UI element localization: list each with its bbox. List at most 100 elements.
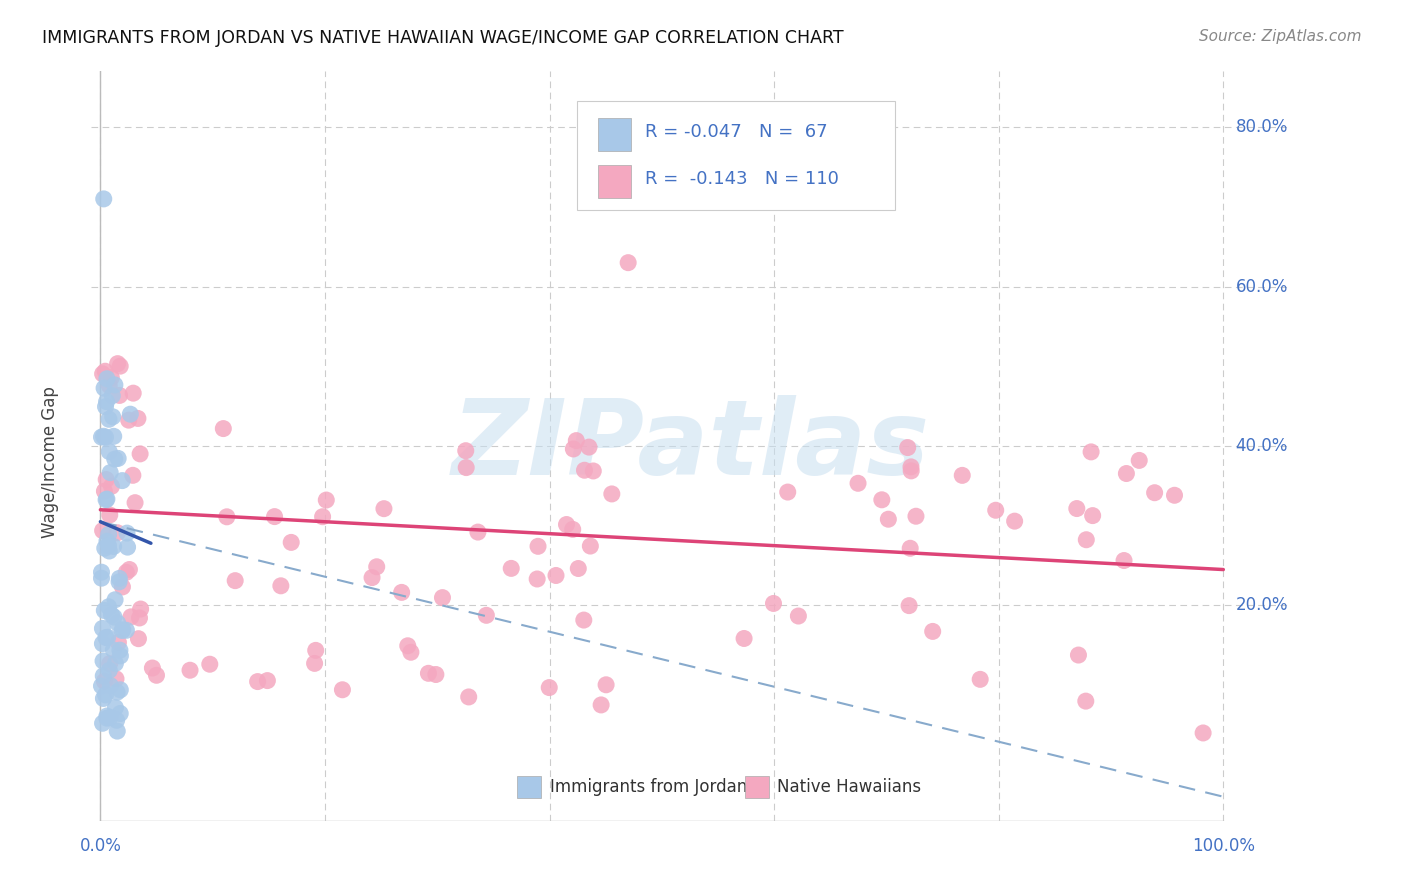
Point	[101, 389, 124, 403]
Point	[93, 484, 115, 499]
Point	[94, 364, 117, 378]
Point	[93, 691, 115, 706]
Point	[96, 394, 118, 409]
Point	[1080, 445, 1102, 459]
Point	[108, 388, 131, 402]
Point	[94, 688, 117, 702]
Point	[127, 411, 149, 425]
Point	[105, 714, 128, 728]
Point	[526, 572, 548, 586]
Bar	[517, 776, 541, 798]
Point	[90, 679, 112, 693]
Point	[111, 580, 134, 594]
Point	[97, 412, 120, 426]
Point	[107, 635, 129, 649]
Point	[127, 632, 149, 646]
Point	[617, 255, 640, 269]
Point	[456, 460, 478, 475]
Point	[538, 681, 561, 695]
Point	[93, 429, 115, 443]
Point	[897, 441, 920, 455]
Point	[93, 381, 115, 395]
Point	[501, 561, 523, 575]
Point	[98, 663, 121, 677]
Point	[97, 538, 120, 552]
Text: 100.0%: 100.0%	[1192, 837, 1254, 855]
Point	[107, 357, 129, 371]
Point	[396, 639, 419, 653]
Point	[141, 661, 163, 675]
Point	[467, 524, 489, 539]
Point	[94, 541, 117, 556]
Point	[846, 476, 869, 491]
Point	[105, 724, 128, 739]
Point	[898, 541, 921, 556]
Text: Native Hawaiians: Native Hawaiians	[778, 778, 921, 796]
Text: ZIPatlas: ZIPatlas	[451, 395, 931, 497]
Point	[984, 503, 1007, 517]
Point	[373, 501, 395, 516]
Text: Wage/Income Gap: Wage/Income Gap	[41, 386, 59, 538]
Point	[96, 709, 118, 723]
Point	[104, 378, 127, 392]
Point	[104, 700, 127, 714]
Text: 60.0%: 60.0%	[1236, 277, 1288, 295]
Point	[91, 654, 114, 668]
Text: Source: ZipAtlas.com: Source: ZipAtlas.com	[1198, 29, 1361, 44]
Point	[198, 657, 221, 672]
Point	[950, 468, 973, 483]
Point	[129, 602, 152, 616]
Text: 40.0%: 40.0%	[1236, 437, 1288, 455]
Point	[454, 443, 477, 458]
Point	[1074, 694, 1097, 708]
Point	[1076, 533, 1098, 547]
Point	[900, 459, 922, 474]
Point	[110, 706, 132, 721]
Point	[111, 623, 134, 637]
Point	[595, 678, 617, 692]
Point	[904, 509, 927, 524]
Point	[98, 378, 121, 392]
Point	[457, 690, 479, 704]
Point	[96, 473, 118, 487]
Point	[224, 574, 246, 588]
Point	[97, 527, 120, 541]
Point	[1163, 488, 1185, 502]
Point	[98, 508, 121, 522]
Point	[91, 524, 114, 538]
Point	[555, 517, 578, 532]
Point	[105, 672, 128, 686]
Point	[733, 632, 755, 646]
Point	[110, 648, 132, 663]
Point	[969, 673, 991, 687]
Point	[425, 667, 447, 681]
Point	[315, 493, 337, 508]
Point	[578, 440, 600, 454]
Point	[111, 624, 134, 638]
Point	[305, 643, 328, 657]
Point	[332, 682, 354, 697]
Point	[118, 413, 141, 427]
Point	[567, 561, 589, 575]
Point	[94, 492, 117, 507]
Point	[100, 607, 122, 622]
Point	[100, 479, 122, 493]
Point	[108, 643, 131, 657]
Point	[311, 509, 333, 524]
Point	[762, 597, 785, 611]
Point	[120, 610, 142, 624]
Point	[101, 409, 124, 424]
Point	[115, 624, 138, 638]
Point	[104, 657, 127, 671]
Point	[121, 468, 143, 483]
Point	[561, 522, 583, 536]
Text: 0.0%: 0.0%	[79, 837, 121, 855]
Point	[475, 608, 498, 623]
Bar	[598, 165, 631, 198]
FancyBboxPatch shape	[576, 102, 896, 210]
Point	[1067, 648, 1090, 662]
Point	[97, 599, 120, 614]
Point	[898, 599, 921, 613]
Point	[1081, 508, 1104, 523]
Point	[118, 562, 141, 576]
